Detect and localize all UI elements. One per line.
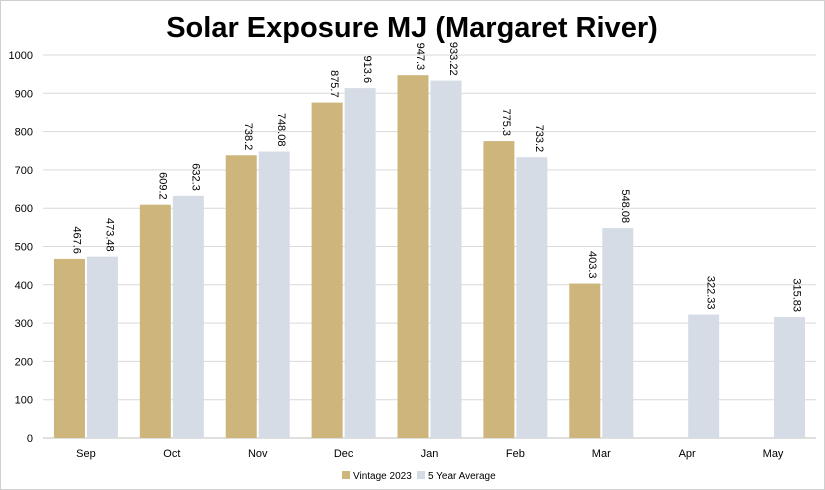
data-label: 467.6: [70, 226, 82, 254]
bar-5-year-average: [602, 228, 634, 438]
data-labels: 467.6 473.48 609.2 632.3 738.2 748.08 875.7 913…: [70, 42, 802, 312]
bar-vintage-2023: [225, 155, 257, 438]
y-tick-label: 400: [15, 280, 33, 292]
data-label: 913.6: [361, 56, 373, 84]
y-axis-tick-labels: 0 100 200 300 400 500 600 700 800 900 1000: [9, 50, 33, 445]
bar-5-year-average: [258, 151, 290, 439]
x-tick-label: Jan: [421, 448, 439, 460]
bar-5-year-average: [516, 157, 548, 439]
data-label: 632.3: [189, 163, 201, 191]
x-tick-label: Oct: [163, 448, 180, 460]
y-tick-label: 200: [15, 356, 33, 368]
x-tick-label: Mar: [592, 448, 611, 460]
bar-5-year-average: [688, 314, 720, 438]
data-label: 875.7: [328, 70, 340, 98]
y-tick-label: 700: [15, 165, 33, 177]
legend-swatch-vintage-2023: [342, 471, 350, 479]
data-label: 403.3: [586, 251, 598, 279]
data-label: 733.2: [533, 125, 545, 153]
bars: [53, 75, 806, 439]
chart-title: Solar Exposure MJ (Margaret River): [166, 12, 658, 44]
y-tick-label: 900: [15, 88, 33, 100]
data-label: 322.33: [705, 276, 717, 310]
bar-vintage-2023: [139, 204, 171, 438]
data-label: 548.08: [619, 189, 631, 223]
legend: Vintage 2023 5 Year Average: [342, 471, 496, 482]
gridlines: [43, 54, 816, 439]
bar-vintage-2023: [483, 141, 515, 438]
y-tick-label: 1000: [9, 50, 33, 62]
y-tick-label: 600: [15, 203, 33, 215]
bar-5-year-average: [774, 317, 806, 438]
data-label: 947.3: [414, 43, 426, 71]
x-tick-label: Dec: [334, 448, 354, 460]
data-label: 315.83: [791, 278, 803, 312]
bar-vintage-2023: [569, 283, 601, 438]
x-axis-tick-labels: Sep Oct Nov Dec Jan Feb Mar Apr May: [76, 448, 784, 460]
x-tick-label: Feb: [506, 448, 525, 460]
bar-5-year-average: [430, 80, 462, 439]
bar-vintage-2023: [53, 258, 85, 438]
y-tick-label: 500: [15, 242, 33, 254]
y-tick-label: 0: [27, 433, 33, 445]
legend-label-5-year-average: 5 Year Average: [428, 471, 496, 482]
y-tick-label: 300: [15, 318, 33, 330]
data-label: 473.48: [103, 218, 115, 252]
bar-vintage-2023: [311, 102, 343, 438]
data-label: 748.08: [275, 113, 287, 147]
bar-vintage-2023: [397, 75, 429, 439]
data-label: 775.3: [500, 109, 512, 137]
bar-5-year-average: [172, 195, 204, 438]
data-label: 933.22: [447, 42, 459, 76]
x-tick-label: Sep: [76, 448, 96, 460]
x-tick-label: Nov: [248, 448, 268, 460]
legend-label-vintage-2023: Vintage 2023: [353, 471, 412, 482]
legend-swatch-5-year-average: [417, 471, 425, 479]
bar-5-year-average: [86, 256, 118, 438]
x-tick-label: May: [763, 448, 784, 460]
data-label: 738.2: [242, 123, 254, 151]
data-label: 609.2: [156, 172, 168, 200]
bar-5-year-average: [344, 88, 376, 439]
y-tick-label: 800: [15, 127, 33, 139]
y-tick-label: 100: [15, 395, 33, 407]
x-tick-label: Apr: [679, 448, 696, 460]
